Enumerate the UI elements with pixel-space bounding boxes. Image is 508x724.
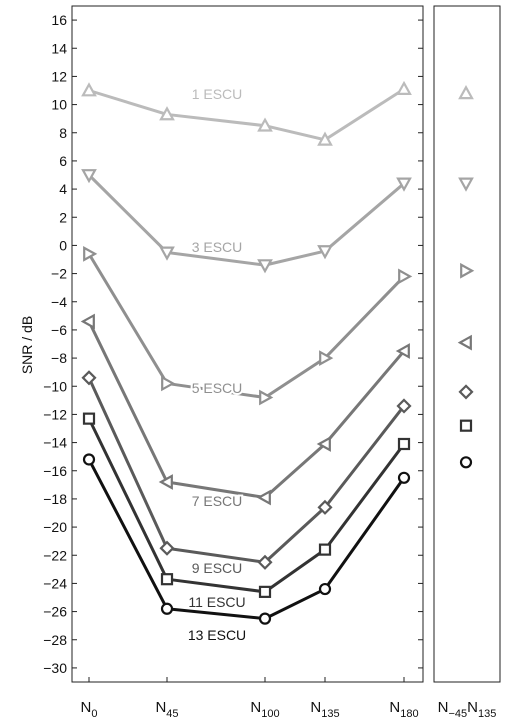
series-line <box>87 320 406 500</box>
data-point-marker <box>318 582 332 596</box>
y-tick-label: −16 <box>43 463 67 479</box>
series-label: 5 ESCU <box>192 380 243 396</box>
data-point-marker <box>460 262 475 279</box>
series-line <box>87 173 405 267</box>
y-tick-label: −14 <box>43 435 67 451</box>
data-point-marker <box>159 106 175 121</box>
data-point-marker <box>160 602 174 615</box>
y-tick-label: 0 <box>59 237 67 253</box>
x-tick-label: N180 <box>389 699 418 720</box>
y-tick-label: 16 <box>51 12 67 28</box>
data-point-marker <box>257 259 273 274</box>
data-point-marker <box>259 389 274 406</box>
data-point-marker <box>319 350 334 366</box>
data-point-marker <box>459 419 473 432</box>
series-label: 7 ESCU <box>192 493 243 509</box>
data-point-marker <box>81 370 97 386</box>
data-point-marker <box>458 177 474 192</box>
series-line <box>87 417 406 594</box>
data-point-marker <box>83 245 98 262</box>
data-point-marker <box>257 554 273 570</box>
data-point-marker <box>395 343 410 359</box>
data-point-marker <box>396 177 412 192</box>
data-point-marker <box>159 246 175 261</box>
y-tick-label: −12 <box>43 406 67 422</box>
data-point-marker <box>458 85 474 100</box>
y-tick-label: −4 <box>51 294 67 310</box>
series-3-escu: 3 ESCU <box>81 169 412 274</box>
y-tick-label: −26 <box>43 604 67 620</box>
data-point-marker <box>161 375 176 392</box>
data-point-marker <box>159 540 175 556</box>
y-tick-label: 2 <box>59 209 67 225</box>
data-point-marker <box>81 82 97 97</box>
data-point-marker <box>256 489 271 506</box>
data-point-marker <box>258 585 272 598</box>
data-point-marker <box>257 117 273 132</box>
y-tick-label: −8 <box>51 350 67 366</box>
y-tick-label: −24 <box>43 575 67 591</box>
series-label: 13 ESCU <box>188 627 246 643</box>
y-tick-label: −28 <box>43 632 67 648</box>
side-panel: N−45N135 <box>433 5 501 720</box>
y-tick-label: 14 <box>51 40 67 56</box>
series-9-escu: 9 ESCU <box>81 370 412 578</box>
data-point-marker <box>317 499 333 515</box>
y-tick-label: −6 <box>51 322 67 338</box>
x-tick-label: N0 <box>81 699 98 720</box>
side-panel-frame <box>433 5 501 683</box>
y-tick-label: −30 <box>43 660 67 676</box>
x-tick-label: N100 <box>250 699 279 720</box>
y-tick-label: −18 <box>43 491 67 507</box>
series-5-escu: 5 ESCU <box>83 245 413 406</box>
y-tick-label: 12 <box>51 68 67 84</box>
data-point-marker <box>82 453 96 466</box>
y-tick-label: −2 <box>51 266 67 282</box>
y-tick-label: −22 <box>43 547 67 563</box>
y-tick-label: 10 <box>51 97 67 113</box>
data-point-marker <box>316 436 331 452</box>
y-tick-label: −20 <box>43 519 67 535</box>
y-tick-label: 6 <box>59 153 67 169</box>
y-tick-label: 8 <box>59 125 67 141</box>
data-point-marker <box>158 474 173 490</box>
data-point-marker <box>258 612 272 625</box>
data-point-marker <box>317 245 333 260</box>
series-11-escu: 11 ESCU <box>82 412 411 612</box>
data-point-marker <box>457 334 472 351</box>
series-line <box>88 87 405 142</box>
y-tick-label: −10 <box>43 378 67 394</box>
data-point-marker <box>318 543 332 556</box>
x-tick-label: N45 <box>155 699 178 720</box>
data-point-marker <box>398 268 413 285</box>
data-point-marker <box>397 437 411 451</box>
data-point-marker <box>160 573 174 586</box>
side-panel-x-label: N−45N135 <box>438 699 497 720</box>
series-label: 3 ESCU <box>192 239 243 255</box>
data-point-marker <box>458 384 474 400</box>
data-point-marker <box>397 471 411 484</box>
data-point-marker <box>82 412 96 425</box>
data-point-marker <box>80 313 95 330</box>
data-point-marker <box>81 169 97 184</box>
main-plot-frame <box>71 5 424 683</box>
main-plot-area: 16 14 12 10 8 6 4 2 0 −2 −4 −6 −8 −10 −12 −14 −16 −18 −20 −… <box>43 5 424 720</box>
series-7-escu: 7 ESCU <box>80 313 410 511</box>
series-line <box>87 253 406 400</box>
series-label: 1 ESCU <box>192 86 243 102</box>
data-point-marker <box>317 131 333 146</box>
series-13-escu: 13 ESCU <box>82 453 411 645</box>
y-tick-label: 4 <box>59 181 67 197</box>
series-1-escu: 1 ESCU <box>81 80 412 146</box>
data-point-marker <box>396 80 412 95</box>
data-point-marker <box>396 398 412 414</box>
x-tick-label: N135 <box>310 699 339 720</box>
series-label: 9 ESCU <box>192 560 243 576</box>
y-axis-label: SNR / dB <box>19 316 35 374</box>
data-point-marker <box>459 456 473 469</box>
series-label: 11 ESCU <box>188 594 245 610</box>
